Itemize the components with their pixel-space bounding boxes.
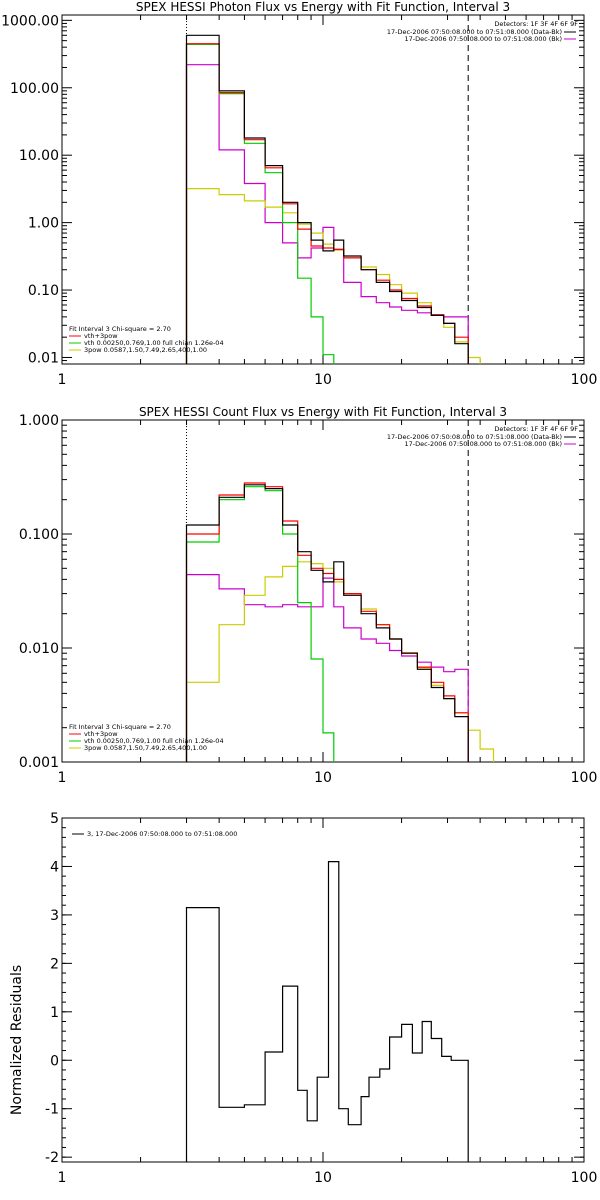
y-tick-label: 0.100 — [19, 527, 59, 543]
x-tick-label: 100 — [571, 770, 598, 786]
chart-title: SPEX HESSI Count Flux vs Energy with Fit… — [139, 405, 507, 419]
fit-legend-title: Fit Interval 3 Chi-square = 2.70 — [69, 325, 171, 333]
fit-legend-text: 3pow 0.0587,1.50,7.49,2.65,400,1.00 — [84, 346, 207, 354]
series-data-bk — [185, 484, 469, 762]
fit-legend-text: vth+3pow — [84, 730, 118, 738]
y-tick-label: 0 — [50, 1053, 59, 1069]
y-tick-label: 1.000 — [19, 413, 59, 429]
x-tick-label: 10 — [314, 770, 332, 786]
y-tick-label: 10.00 — [19, 148, 59, 164]
top-legend-text: 17-Dec-2006 07:50:08.000 to 07:51:08.000… — [405, 35, 563, 43]
chart-title: SPEX HESSI Photon Flux vs Energy with Fi… — [136, 0, 510, 14]
top-legend-text: 17-Dec-2006 07:50:08.000 to 07:51:08.000… — [387, 28, 562, 36]
y-tick-label: 0.001 — [19, 755, 59, 771]
plot-area — [185, 420, 495, 762]
fit-legend-text: vth 0.00250,0.769,1.00 full chian 1.26e-… — [84, 339, 224, 347]
series-vth-3pow — [185, 43, 469, 364]
series-step-line — [185, 43, 469, 364]
y-tick-label: 0.010 — [19, 641, 59, 657]
fit-legend-text: vth 0.00250,0.769,1.00 full chian 1.26e-… — [84, 737, 224, 745]
fit-legend-title: Fit Interval 3 Chi-square = 2.70 — [69, 723, 171, 731]
series-step-line — [185, 486, 335, 762]
series-step-line — [185, 561, 495, 762]
series-3pow — [185, 188, 481, 364]
residuals-panel: 1 10 100 -2 -1 0 1 2 3 4 5 3, 17-Dec-2006 07:50:08.… — [9, 811, 597, 1186]
fit-legend-text: vth+3pow — [84, 332, 118, 340]
count-flux-panel: SPEX HESSI Count Flux vs Energy with Fit… — [19, 405, 598, 786]
series-step-line — [185, 861, 469, 1162]
y-tick-label: 100.00 — [10, 81, 59, 97]
y-tick-label: 4 — [50, 859, 59, 875]
series-3pow — [185, 561, 495, 762]
series-data-bk — [185, 34, 469, 364]
x-tick-label: 1 — [58, 1170, 67, 1186]
x-tick-label: 100 — [571, 1170, 598, 1186]
series-step-line — [185, 484, 469, 762]
fit-legend-text: 3pow 0.0587,1.50,7.49,2.65,400,1.00 — [84, 744, 207, 752]
series-step-line — [185, 34, 469, 364]
y-tick-label: 1 — [50, 1005, 59, 1021]
series-vth — [185, 43, 335, 364]
x-tick-label: 10 — [314, 372, 332, 388]
y-tick-label: 2 — [50, 956, 59, 972]
series-step-line — [185, 64, 469, 364]
series-step-line — [185, 43, 335, 364]
detectors-label: Detectors: 1F 3F 4F 6F 9F — [494, 20, 578, 28]
plot-area — [185, 861, 469, 1162]
x-tick-label: 1 — [58, 372, 67, 388]
residual-legend-text: 3, 17-Dec-2006 07:50:08.000 to 07:51:08.… — [87, 830, 237, 838]
plot-frame — [61, 14, 585, 365]
series-step-line — [185, 482, 469, 762]
plot-area — [185, 15, 481, 364]
series-step-line — [185, 188, 481, 364]
x-tick-label: 1 — [58, 770, 67, 786]
x-tick-label: 100 — [571, 372, 598, 388]
series-3-17-dec-2006-07-50-08-000-to-07-51-08-000 — [185, 861, 469, 1162]
top-legend-text: 17-Dec-2006 07:50:08.000 to 07:51:08.000… — [405, 440, 563, 448]
series-vth — [185, 486, 335, 762]
plot-frame — [61, 817, 585, 1163]
y-tick-label: -2 — [45, 1150, 59, 1166]
series-bk — [185, 64, 469, 364]
y-tick-label: 3 — [50, 908, 59, 924]
photon-flux-panel: SPEX HESSI Photon Flux vs Energy with Fi… — [1, 0, 597, 388]
y-tick-label: 1000.00 — [1, 13, 59, 29]
detectors-label: Detectors: 1F 3F 4F 6F 9F — [494, 425, 578, 433]
series-vth-3pow — [185, 482, 469, 762]
y-tick-label: -1 — [45, 1102, 59, 1118]
top-legend-text: 17-Dec-2006 07:50:08.000 to 07:51:08.000… — [387, 433, 562, 441]
y-tick-label: 0.01 — [28, 350, 59, 366]
y-tick-label: 5 — [50, 811, 59, 827]
x-tick-label: 10 — [314, 1170, 332, 1186]
y-tick-label: 1.00 — [28, 216, 59, 232]
y-tick-label: 0.10 — [28, 283, 59, 299]
y-axis-label: Normalized Residuals — [9, 965, 25, 1115]
